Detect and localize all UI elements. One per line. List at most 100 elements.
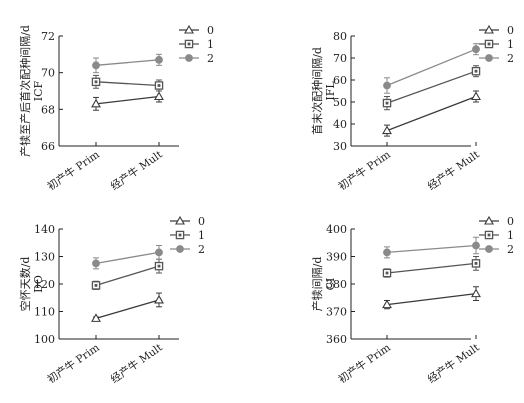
data-point <box>471 288 481 298</box>
y-axis-label-abbrev: IFL <box>324 81 337 101</box>
data-point <box>382 299 392 309</box>
y-tick-label: 390 <box>326 251 347 264</box>
legend-label: 0 <box>207 24 214 37</box>
y-tick-label: 140 <box>34 223 55 236</box>
data-point <box>154 91 164 101</box>
legend-marker <box>185 54 193 62</box>
y-tick-label: 360 <box>326 333 347 346</box>
y-tick-label: 110 <box>34 306 55 319</box>
legend-label: 2 <box>207 52 214 65</box>
series-line <box>386 292 477 306</box>
series-line <box>386 48 477 87</box>
legend-marker <box>175 215 185 225</box>
data-point <box>155 248 163 257</box>
y-tick-label: 50 <box>333 96 347 109</box>
x-tick-label: 初产牛 Prim <box>45 341 102 386</box>
x-tick-label: 经产牛 Mult <box>425 147 482 192</box>
legend-marker <box>484 215 494 225</box>
data-point-center <box>385 101 389 105</box>
legend: 012 <box>479 24 514 65</box>
series-2 <box>92 245 163 270</box>
legend-label: 0 <box>198 215 205 228</box>
legend-marker <box>176 245 184 253</box>
y-axis-label: 首末次配种间隔/d <box>310 47 324 135</box>
data-point <box>155 55 163 64</box>
series-0 <box>382 286 481 310</box>
series-line <box>386 262 477 274</box>
legend-marker-center <box>178 233 182 237</box>
legend-label: 2 <box>198 243 205 256</box>
x-tick-label: 初产牛 Prim <box>336 148 393 193</box>
y-tick-label: 30 <box>333 140 347 153</box>
legend-marker <box>485 54 493 62</box>
legend-label: 2 <box>507 52 514 65</box>
y-axis-label: 产犊间隔/d <box>310 257 324 312</box>
data-point-center <box>474 69 478 73</box>
series-0 <box>91 292 164 322</box>
series-0 <box>91 90 164 111</box>
data-point-center <box>157 84 161 87</box>
series-1 <box>382 256 481 278</box>
y-tick-label: 72 <box>41 30 55 43</box>
legend-marker-center <box>187 42 191 46</box>
x-tick-label: 经产牛 Mult <box>108 340 165 385</box>
y-tick-label: 70 <box>41 67 55 80</box>
series-1 <box>382 65 481 111</box>
y-tick-label: 120 <box>34 278 55 291</box>
legend-label: 1 <box>198 229 205 242</box>
y-tick-label: 80 <box>333 30 347 43</box>
y-tick-label: 130 <box>34 251 55 264</box>
y-tick-label: 68 <box>41 103 55 116</box>
y-axis-label-abbrev: ICF <box>32 80 45 101</box>
y-axis-label-abbrev: DO <box>32 275 45 293</box>
series-2 <box>92 53 163 74</box>
data-point-center <box>474 261 478 265</box>
data-point-center <box>157 264 161 268</box>
series-line <box>95 299 160 319</box>
data-point-center <box>94 80 98 84</box>
series-line <box>95 265 160 286</box>
legend-label: 2 <box>507 243 514 256</box>
series-1 <box>91 74 164 92</box>
legend: 012 <box>179 24 214 65</box>
series-1 <box>91 258 164 290</box>
y-axis-label: 产犊至产后首次配种间隔/d <box>18 25 32 157</box>
series-2 <box>383 43 480 94</box>
legend-label: 1 <box>207 38 214 51</box>
legend: 012 <box>479 215 514 256</box>
x-tick-label: 经产牛 Mult <box>108 147 165 192</box>
data-point <box>383 248 391 257</box>
chart-panel-1: 66 68 70 72 初产牛 Prim 经产牛 Mult 产犊至产后首次配种间隔/d ICF… <box>18 24 214 193</box>
data-point <box>382 125 392 135</box>
data-point <box>92 259 100 268</box>
data-point-center <box>94 283 98 287</box>
legend: 012 <box>170 215 205 256</box>
series-line <box>95 59 160 66</box>
data-point <box>472 241 480 250</box>
data-point <box>91 313 101 322</box>
y-tick-label: 66 <box>41 140 55 153</box>
y-tick-label: 380 <box>326 278 347 291</box>
legend-marker <box>485 245 493 253</box>
data-point <box>91 98 101 108</box>
legend-label: 1 <box>507 229 514 242</box>
legend-label: 0 <box>507 215 514 228</box>
y-tick-label: 400 <box>326 223 347 236</box>
y-tick-label: 40 <box>333 118 347 131</box>
x-tick-label: 初产牛 Prim <box>45 148 102 193</box>
chart-panel-4: 360 370 380 390 400 初产牛 Prim 经产牛 Mult 产犊间隔/d CI 0… <box>310 215 514 386</box>
legend-label: 0 <box>507 24 514 37</box>
y-tick-label: 70 <box>333 52 347 65</box>
legend-marker-center <box>487 233 491 237</box>
data-point <box>154 294 164 304</box>
series-line <box>95 81 160 87</box>
data-point-center <box>385 271 389 275</box>
legend-marker-center <box>487 42 491 46</box>
series-line <box>386 70 477 104</box>
y-tick-label: 60 <box>333 74 347 87</box>
y-axis-label-abbrev: CI <box>324 278 337 291</box>
series-line <box>386 244 477 254</box>
legend-marker <box>484 24 494 34</box>
